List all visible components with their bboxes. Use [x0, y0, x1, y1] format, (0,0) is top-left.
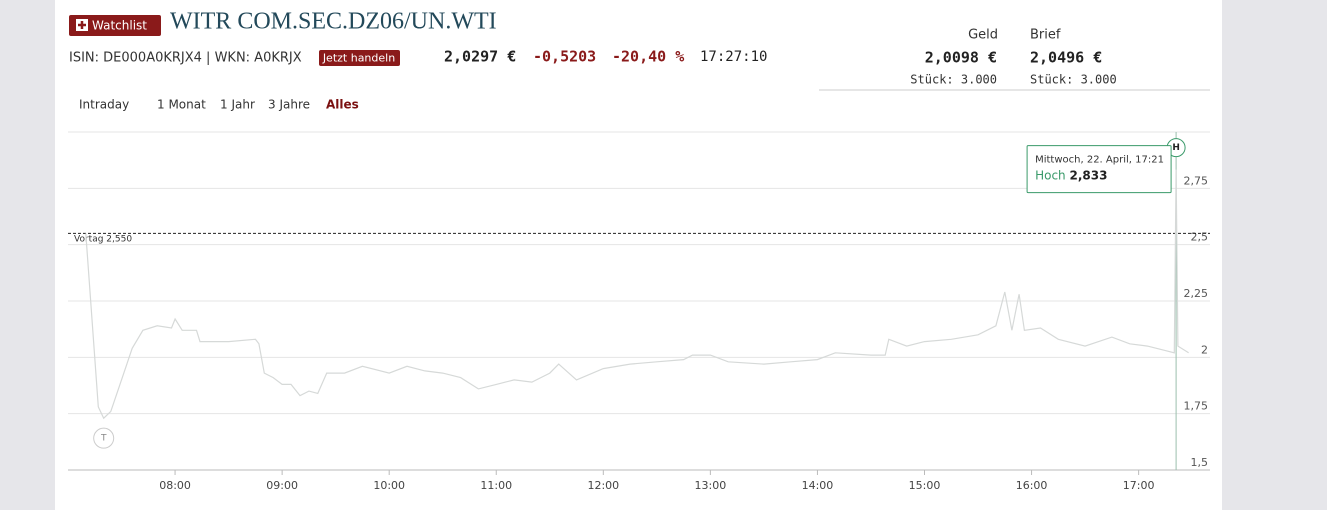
low-marker-label: T: [100, 434, 107, 444]
change-pct: -20,40 %: [612, 48, 684, 66]
ask-label: Brief: [1030, 28, 1061, 43]
button-bg: [319, 50, 400, 66]
chart: 1,5 1,75 2 2,25 2,5 2,75 08:00 09:00 10:00 11:00 1…: [68, 131, 1210, 492]
tooltip-number: 2,833: [1070, 168, 1108, 182]
x-tick-label: 10:00: [373, 479, 405, 492]
x-tick-label: 15:00: [909, 479, 941, 492]
bid-size: Stück: 3.000: [910, 73, 997, 87]
reference-label: Vortag 2,550: [74, 234, 132, 244]
reference-name: Vortag: [74, 234, 103, 244]
y-tick-label: 1,75: [1184, 400, 1209, 413]
x-tick-label: 08:00: [159, 479, 191, 492]
ask-price: 2,0496 €: [1030, 49, 1102, 67]
tab[interactable]: 1 Monat: [157, 98, 206, 112]
x-tick-label: 16:00: [1016, 479, 1048, 492]
reference-value: 2,550: [106, 234, 132, 244]
y-tick-label: 2,25: [1184, 287, 1209, 300]
y-tick-label: 1,5: [1191, 456, 1209, 469]
x-tick-label: 11:00: [480, 479, 512, 492]
watchlist-label: Watchlist: [92, 19, 147, 33]
high-marker-label: H: [1172, 143, 1180, 153]
tab[interactable]: 3 Jahre: [268, 98, 310, 112]
price: 2,0297 €: [444, 48, 516, 66]
tooltip-label: Hoch: [1035, 168, 1066, 182]
tooltip-box: [1026, 145, 1172, 194]
tooltip-title: Mittwoch, 22. April, 17:21: [1035, 155, 1164, 166]
tooltip-value: Hoch 2,833: [1035, 168, 1107, 182]
tab[interactable]: Alles: [326, 98, 359, 112]
ids: ISIN: DE000A0KRJX4 | WKN: A0KRJX: [69, 51, 302, 66]
x-tick-label: 13:00: [695, 479, 727, 492]
y-tick-label: 2,75: [1184, 174, 1209, 187]
watchlist-button[interactable]: Watchlist: [69, 15, 161, 36]
trade-button[interactable]: Jetzt handeln: [319, 50, 400, 66]
tab[interactable]: 1 Jahr: [220, 98, 255, 112]
y-tick-label: 2: [1201, 343, 1208, 356]
bid-label: Geld: [968, 28, 998, 43]
panel: [55, 0, 1222, 510]
button-bg: [69, 15, 161, 36]
x-tick-label: 17:00: [1123, 479, 1155, 492]
low-marker: [93, 427, 115, 449]
bid-price: 2,0098 €: [925, 49, 997, 67]
price-line: [85, 169, 1189, 420]
x-tick-label: 14:00: [802, 479, 834, 492]
change: -0,5203: [533, 48, 596, 66]
x-tick-label: 12:00: [587, 479, 619, 492]
tab[interactable]: Intraday: [79, 98, 129, 112]
time: 17:27:10: [700, 49, 767, 65]
title: WITR COM.SEC.DZ06/UN.WTI: [170, 9, 497, 35]
icon: [78, 21, 86, 29]
ask-size: Stück: 3.000: [1030, 73, 1117, 87]
tabs: Intraday 1 Monat 1 Jahr 3 Jahre Alles: [79, 98, 359, 112]
x-tick-label: 09:00: [266, 479, 298, 492]
trade-label: Jetzt handeln: [322, 52, 395, 65]
y-tick-label: 2,5: [1191, 231, 1209, 244]
